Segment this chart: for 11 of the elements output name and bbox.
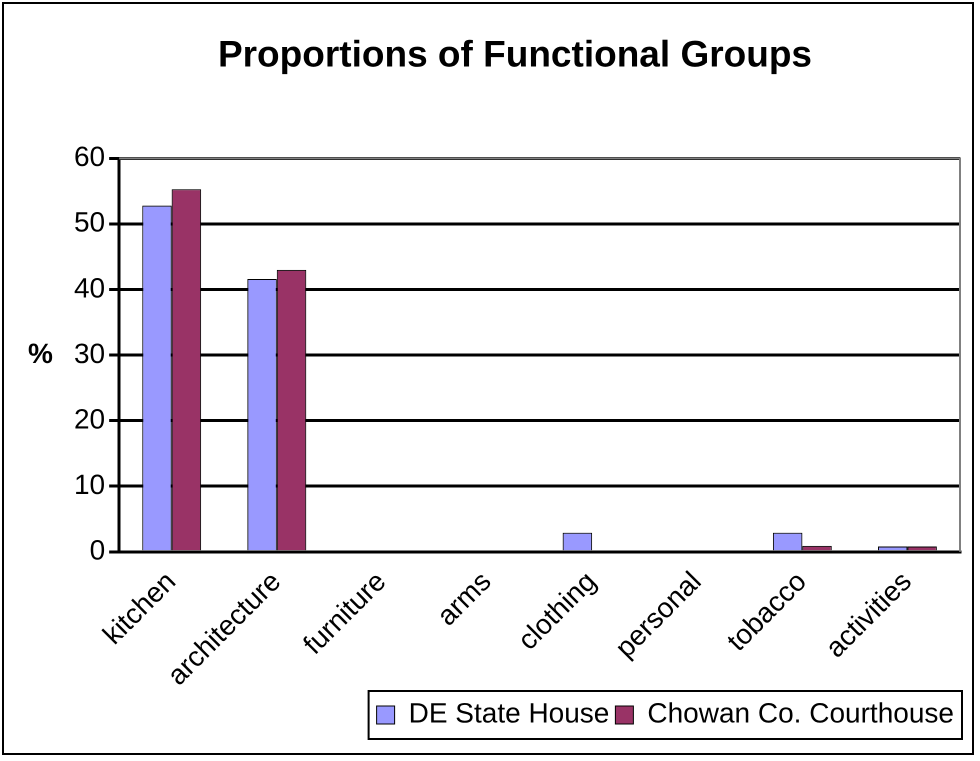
y-tick-label: 20	[74, 403, 106, 434]
y-tick-label: 60	[74, 141, 106, 172]
y-tick-label: 40	[74, 272, 106, 304]
legend-label: DE State House	[408, 698, 610, 729]
y-tick-label: 0	[90, 534, 106, 566]
y-axis-title: %	[28, 338, 53, 369]
y-tick-label: 50	[74, 206, 106, 238]
y-tick-label: 30	[74, 338, 106, 369]
y-tick-label: 10	[74, 468, 106, 500]
legend-label: Chowan Co. Courthouse	[647, 698, 954, 729]
chart-title: Proportions of Functional Groups	[218, 33, 812, 74]
